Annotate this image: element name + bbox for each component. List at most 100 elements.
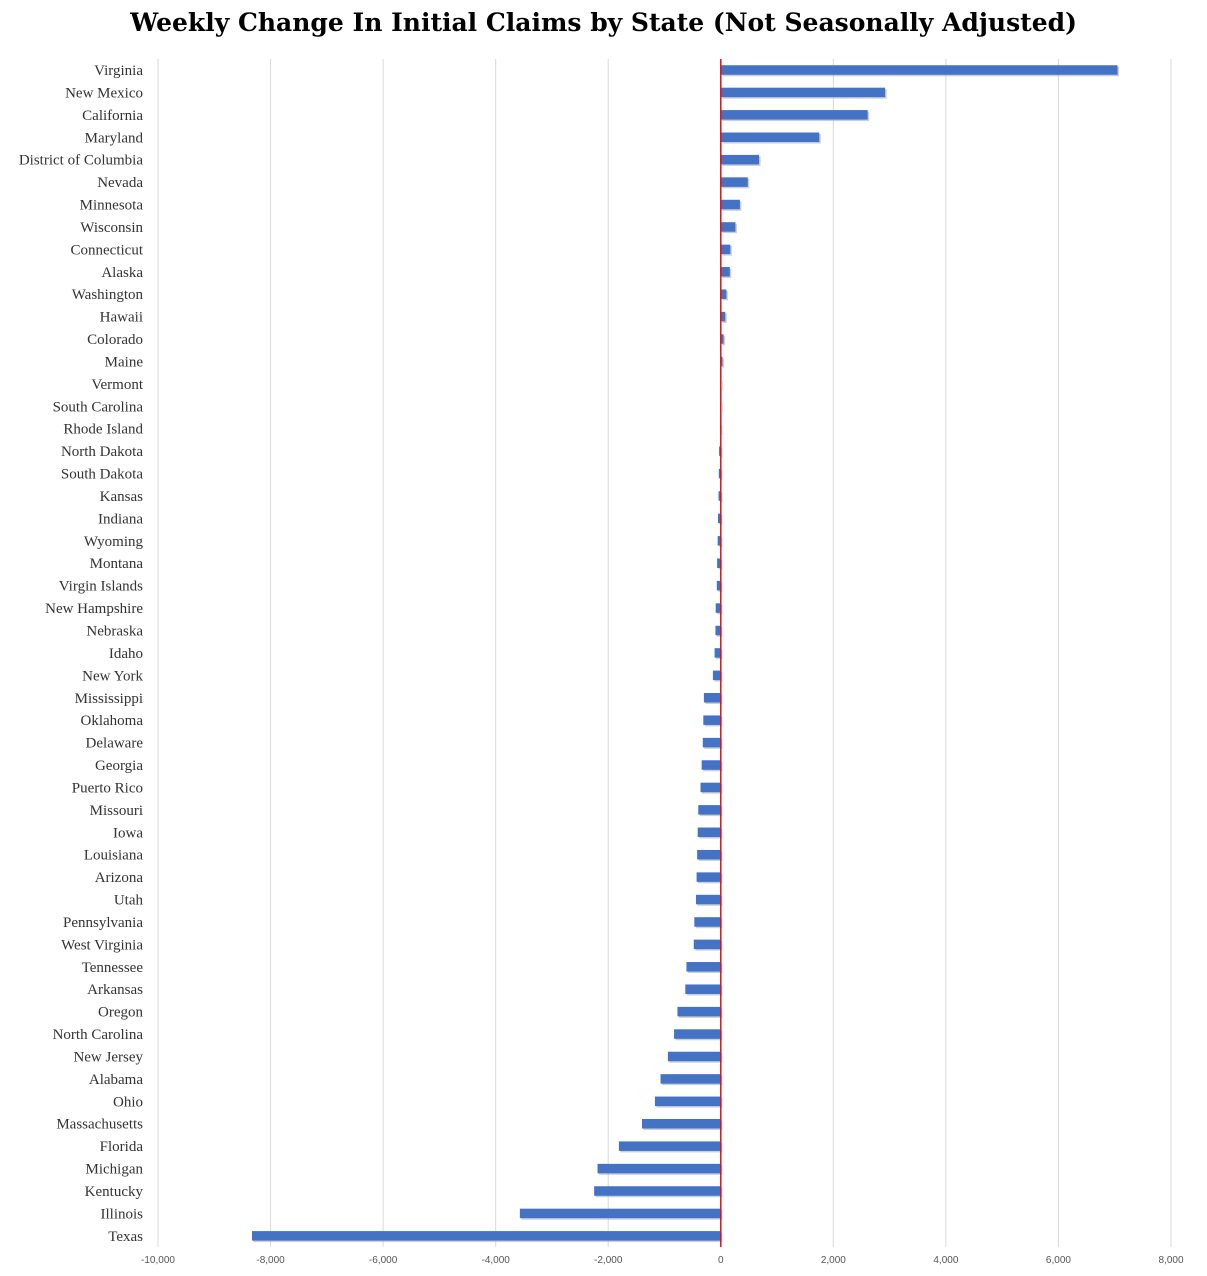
bars xyxy=(251,65,1120,1243)
category-label: Utah xyxy=(114,893,144,909)
bar xyxy=(720,267,730,277)
category-label: Oklahoma xyxy=(81,713,144,729)
category-label: Wisconsin xyxy=(80,220,143,236)
x-tick-label: -6,000 xyxy=(369,1255,398,1266)
bar xyxy=(697,849,721,860)
x-tick-label: 2,000 xyxy=(821,1255,846,1266)
bar xyxy=(693,939,721,950)
category-label: Puerto Rico xyxy=(72,780,143,796)
bar xyxy=(660,1074,721,1084)
bar xyxy=(702,737,721,748)
bar xyxy=(716,580,721,591)
bar xyxy=(720,177,748,187)
category-label: Oregon xyxy=(98,1005,143,1021)
category-label: Nebraska xyxy=(86,624,143,640)
category-label: South Dakota xyxy=(61,467,143,483)
bar xyxy=(685,984,721,994)
category-label: New Jersey xyxy=(73,1049,143,1065)
category-label: Missouri xyxy=(90,803,143,819)
category-label: Alaska xyxy=(101,265,143,281)
category-label: Alabama xyxy=(89,1072,143,1088)
category-label: Idaho xyxy=(109,646,143,662)
bar xyxy=(720,154,760,165)
category-label: New Hampshire xyxy=(45,601,143,617)
bar xyxy=(720,132,820,143)
category-label: Wyoming xyxy=(84,534,144,550)
category-label: Pennsylvania xyxy=(63,915,143,931)
category-label: Arizona xyxy=(95,870,144,886)
category-label: Delaware xyxy=(86,736,144,752)
x-tick-label: -2,000 xyxy=(594,1255,623,1266)
bar xyxy=(698,805,721,815)
bar xyxy=(720,334,724,344)
category-label: Florida xyxy=(100,1139,144,1155)
category-label: Mississippi xyxy=(75,691,143,707)
category-label: Massachusetts xyxy=(56,1117,143,1133)
category-label: Vermont xyxy=(91,377,143,393)
category-label: Michigan xyxy=(86,1162,144,1178)
category-label: Maine xyxy=(105,354,144,370)
bar xyxy=(701,760,721,770)
bar xyxy=(715,625,721,636)
category-label: North Dakota xyxy=(61,444,143,460)
category-label: Rhode Island xyxy=(63,422,143,438)
category-label: West Virginia xyxy=(61,937,143,953)
category-label: Connecticut xyxy=(71,242,144,258)
bar xyxy=(703,693,721,703)
bar xyxy=(519,1208,721,1219)
bar xyxy=(720,222,736,232)
bar xyxy=(715,603,721,613)
gridlines xyxy=(157,59,1172,1247)
bar-shadow xyxy=(722,380,723,391)
category-label: North Carolina xyxy=(53,1027,144,1043)
bar xyxy=(251,1231,721,1241)
bar-shadow xyxy=(721,425,723,435)
category-label: Kansas xyxy=(100,489,143,505)
category-label: Tennessee xyxy=(82,960,144,976)
x-tick-label: -10,000 xyxy=(141,1255,175,1266)
bar-shadow xyxy=(722,358,724,368)
bar xyxy=(720,110,868,120)
bar xyxy=(717,536,721,546)
chart-title: Weekly Change In Initial Claims by State… xyxy=(130,8,1077,37)
category-label: Georgia xyxy=(95,758,143,774)
category-label: South Carolina xyxy=(53,399,144,415)
category-label: Louisiana xyxy=(84,848,143,864)
bar xyxy=(720,289,727,299)
category-label: California xyxy=(82,108,143,124)
x-tick-label: 6,000 xyxy=(1046,1255,1071,1266)
category-label: Illinois xyxy=(100,1206,143,1222)
category-label: Indiana xyxy=(98,511,143,527)
category-label: Maryland xyxy=(85,130,144,146)
category-label: Arkansas xyxy=(87,982,143,998)
bar xyxy=(717,558,721,568)
bar xyxy=(696,872,721,882)
category-label: Montana xyxy=(90,556,144,572)
bar xyxy=(641,1118,721,1129)
bar xyxy=(720,356,723,367)
category-label: District of Columbia xyxy=(19,153,143,169)
category-label: Ohio xyxy=(113,1094,143,1110)
x-tick-label: 0 xyxy=(718,1255,724,1266)
x-tick-label: -8,000 xyxy=(256,1255,285,1266)
category-label: Colorado xyxy=(87,332,143,348)
bar xyxy=(717,513,721,524)
x-tick-label: 4,000 xyxy=(933,1255,958,1266)
bar xyxy=(712,670,721,681)
x-tick-label: -4,000 xyxy=(481,1255,510,1266)
x-tick-label: 8,000 xyxy=(1158,1255,1183,1266)
category-label: Virgin Islands xyxy=(59,579,143,595)
bar xyxy=(720,87,886,98)
bar xyxy=(618,1141,721,1151)
bar xyxy=(696,894,721,905)
category-label: Hawaii xyxy=(100,310,143,326)
bar xyxy=(677,1006,721,1017)
bar xyxy=(720,244,731,255)
category-label: Kentucky xyxy=(85,1184,144,1200)
bar xyxy=(597,1163,721,1174)
category-label: Virginia xyxy=(94,63,143,79)
bar xyxy=(714,648,721,658)
bar-shadow xyxy=(722,335,726,346)
category-label: New York xyxy=(82,668,143,684)
